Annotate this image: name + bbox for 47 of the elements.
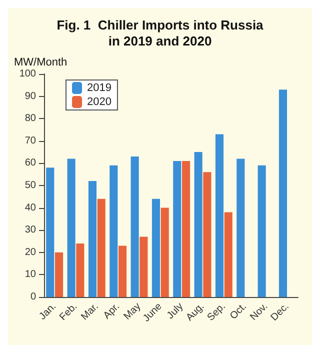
y-tick-label: 100: [19, 68, 36, 80]
y-tick-label: 60: [24, 158, 36, 169]
bar: [140, 236, 148, 297]
bar: [194, 152, 202, 297]
x-tick-label: Nov.: [248, 301, 270, 323]
bar: [130, 156, 139, 297]
y-axis-title: MW/Month: [14, 56, 68, 68]
y-tick-label: 40: [24, 202, 36, 214]
bar: [76, 243, 84, 297]
bar: [118, 246, 127, 297]
bar: [97, 198, 106, 297]
bar: [88, 181, 97, 297]
x-tick-label: Dec.: [269, 301, 292, 324]
x-tick-label: July: [165, 301, 186, 322]
x-tick-label: Aug.: [184, 301, 207, 324]
bar: [173, 160, 182, 297]
chart-title: Fig. 1 Chiller Imports into Russia in 2019 and 2020: [56, 18, 264, 48]
x-tick-label: Mar.: [79, 301, 101, 323]
bar: [278, 90, 288, 297]
y-tick-label: 0: [30, 292, 36, 302]
y-tick-label: 20: [24, 246, 36, 258]
bar: [236, 158, 245, 297]
x-tick-label: Feb.: [58, 301, 80, 324]
x-tick-label: Sep.: [206, 301, 228, 324]
bar: [110, 165, 118, 297]
y-tick-label: 30: [24, 224, 36, 236]
bar: [54, 252, 64, 297]
x-tick-label: Apr.: [102, 301, 122, 322]
y-tick-label: 90: [24, 90, 36, 102]
x-tick-label: Oct.: [228, 301, 249, 322]
y-tick-label: 50: [24, 180, 36, 191]
bar: [203, 172, 212, 297]
bar: [182, 160, 190, 297]
bar: [258, 165, 266, 297]
x-tick-label: Jan.: [37, 301, 58, 322]
legend-label: 2019: [87, 82, 112, 94]
bar: [152, 198, 160, 297]
bar: [215, 134, 224, 297]
x-tick-label: May: [122, 301, 144, 322]
bar: [224, 212, 232, 297]
y-tick-label: 80: [24, 113, 36, 124]
y-tick-label: 10: [24, 269, 36, 280]
bar: [46, 168, 54, 297]
bar: [67, 158, 76, 297]
bar: [160, 208, 169, 297]
legend-label: 2020: [87, 96, 112, 108]
y-tick-label: 70: [24, 135, 36, 146]
